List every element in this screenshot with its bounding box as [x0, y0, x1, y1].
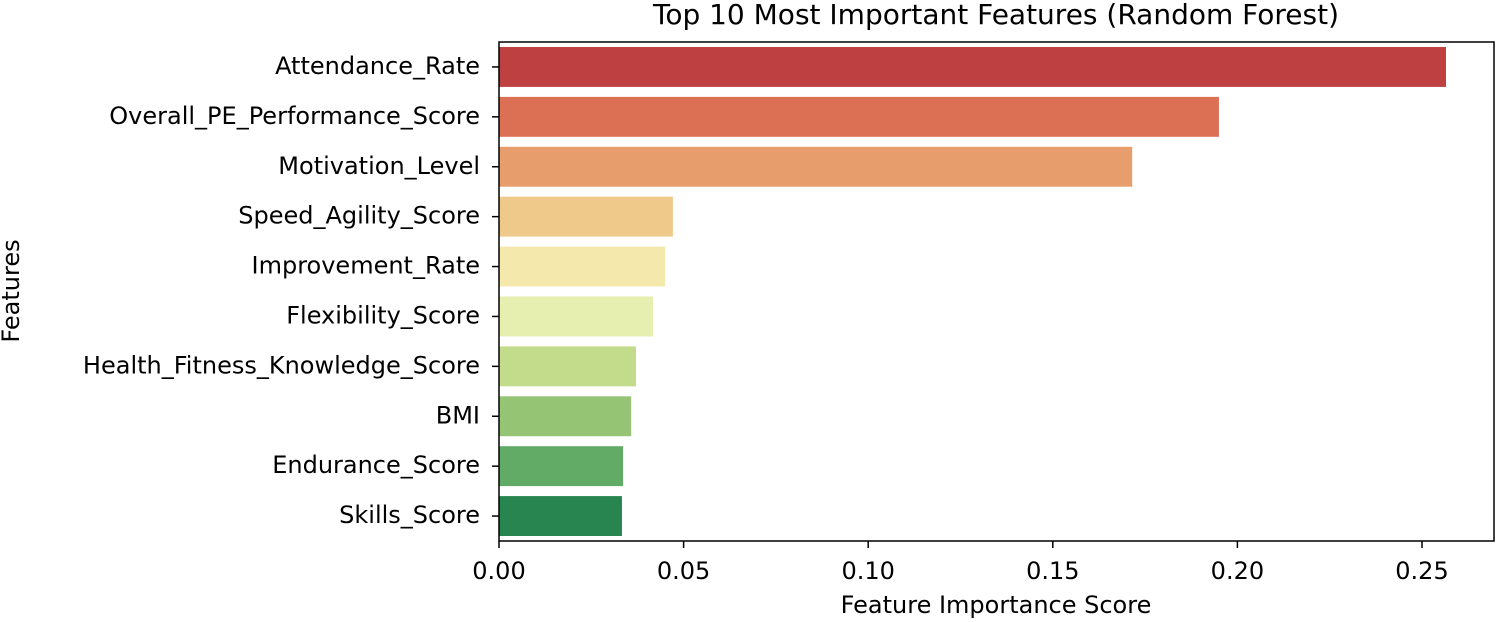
bar [499, 396, 632, 437]
x-tick-label: 0.05 [657, 557, 710, 585]
x-axis-label: Feature Importance Score [841, 591, 1152, 619]
bar [499, 446, 624, 487]
y-tick-label: Flexibility_Score [286, 301, 480, 329]
y-tick-label: Health_Fitness_Knowledge_Score [83, 351, 480, 379]
y-tick-label: Overall_PE_Performance_Score [109, 102, 480, 130]
x-tick-label: 0.10 [841, 557, 894, 585]
bar [499, 246, 666, 287]
bar [499, 146, 1133, 187]
x-tick-label: 0.15 [1026, 557, 1079, 585]
y-tick-label: Motivation_Level [278, 152, 480, 180]
bar [499, 496, 622, 537]
x-tick-label: 0.00 [472, 557, 525, 585]
y-tick-label: Attendance_Rate [275, 52, 480, 80]
x-tick-label: 0.25 [1395, 557, 1448, 585]
y-axis-label: Features [0, 239, 25, 342]
x-tick-label: 0.20 [1211, 557, 1264, 585]
bar [499, 296, 653, 337]
y-tick-label: Improvement_Rate [252, 252, 480, 280]
y-tick-label: BMI [436, 401, 480, 429]
plot-frame [498, 41, 1495, 542]
y-tick-label: Speed_Agility_Score [238, 202, 480, 230]
y-tick-label: Endurance_Score [272, 451, 480, 479]
bar [499, 196, 673, 237]
bar [499, 346, 636, 387]
bar [499, 46, 1447, 87]
chart-title: Top 10 Most Important Features (Random F… [652, 0, 1339, 31]
bar [499, 96, 1219, 137]
y-tick-label: Skills_Score [339, 501, 480, 529]
